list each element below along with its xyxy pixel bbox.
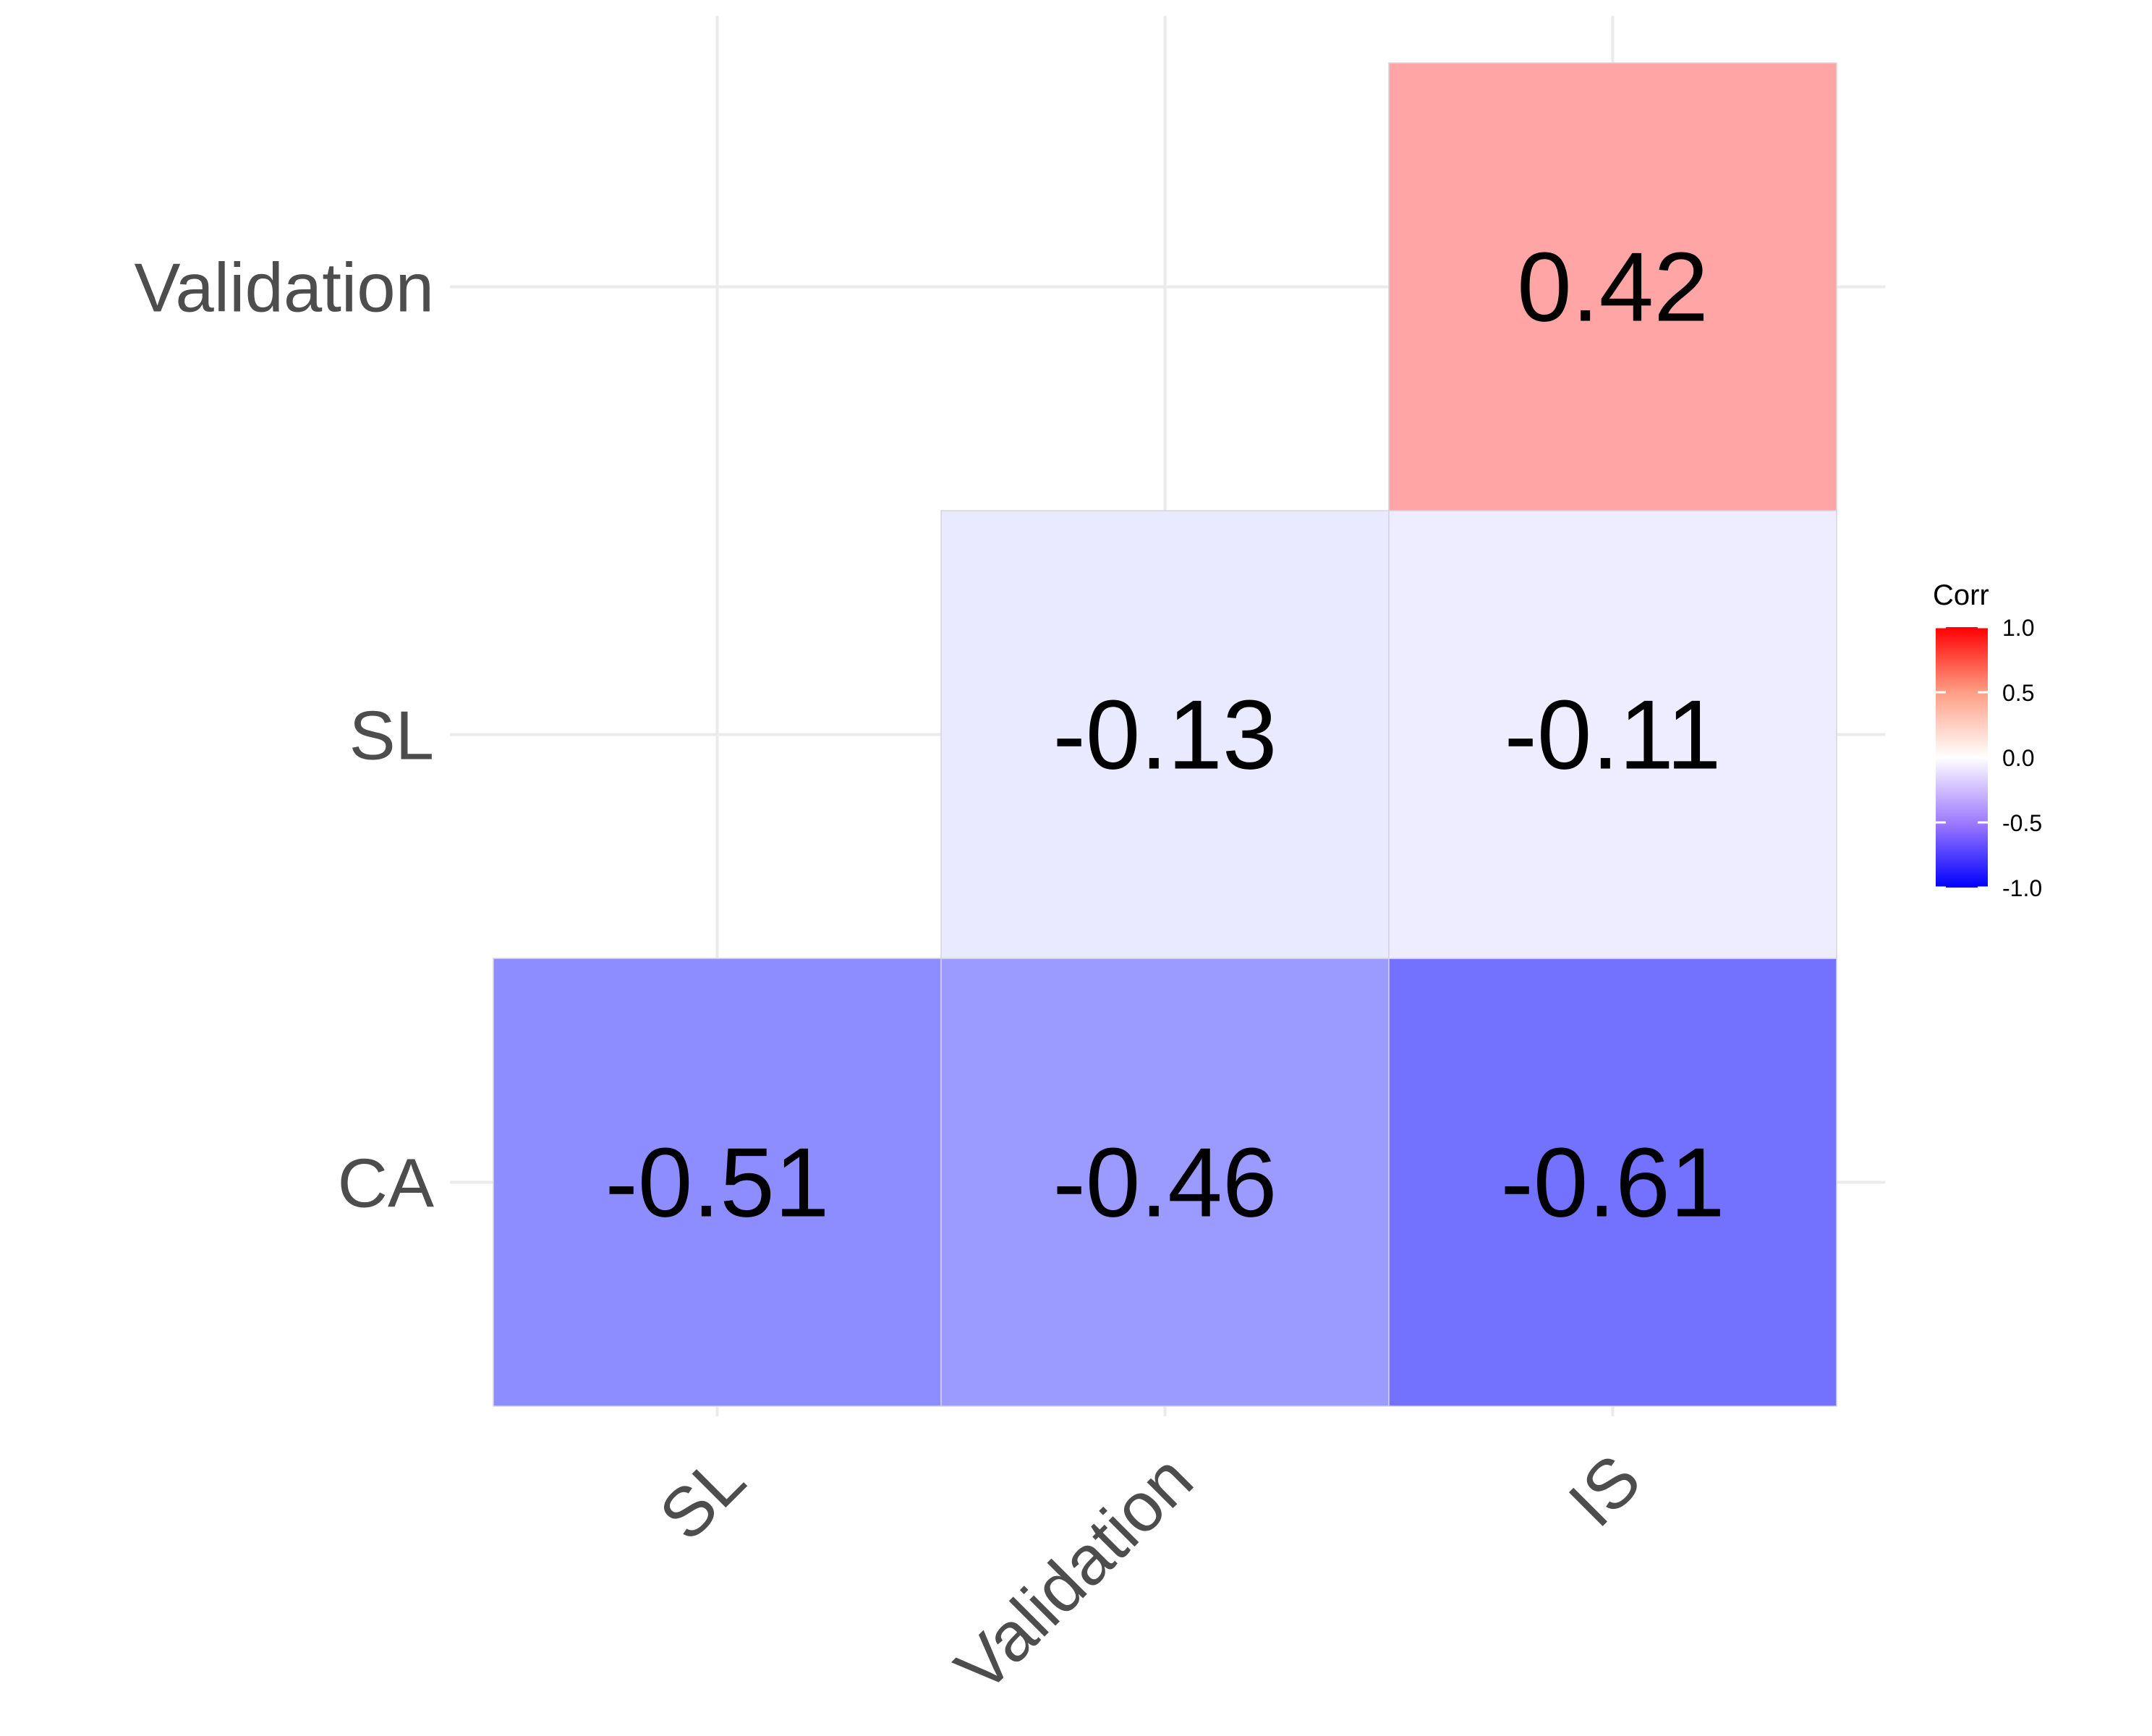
x-tick-label: IS — [1555, 1440, 1656, 1541]
cell-value-label: -0.51 — [605, 1128, 830, 1238]
cell-value-labels: -0.51 -0.46 -0.61 -0.13 -0.11 0.42 — [605, 232, 1725, 1238]
heatmap-cell-validation-sl — [940, 510, 1390, 959]
y-tick-label: SL — [349, 697, 434, 775]
x-tick-label: SL — [645, 1440, 760, 1555]
heatmap-cells — [493, 62, 1837, 1407]
cell-value-label: -0.11 — [1505, 680, 1722, 790]
cell-value-label: -0.46 — [1053, 1128, 1277, 1238]
x-tick-label: Validation — [941, 1440, 1208, 1707]
heatmap-cell-is-sl — [1388, 510, 1837, 959]
heatmap-cell-sl-ca — [493, 958, 942, 1407]
legend-tick-label: 1.0 — [2002, 615, 2034, 641]
legend-tick-label: -1.0 — [2002, 875, 2042, 901]
cell-value-label: 0.42 — [1517, 232, 1709, 342]
heatmap-cell-is-ca — [1388, 958, 1837, 1407]
cell-value-label: -0.13 — [1053, 680, 1277, 790]
legend-tick-label: 0.0 — [2002, 745, 2034, 771]
legend-tick-label: 0.5 — [2002, 680, 2034, 706]
heatmap-cell-is-validation — [1388, 62, 1837, 511]
heatmap-cell-validation-ca — [940, 958, 1390, 1407]
color-legend: Corr 1.0 0.5 0.0 -0.5 -1.0 — [1933, 579, 2042, 901]
legend-tick-label: -0.5 — [2002, 810, 2042, 836]
cell-value-label: -0.61 — [1501, 1128, 1725, 1238]
y-tick-label: CA — [338, 1145, 434, 1222]
y-tick-label: Validation — [134, 250, 434, 327]
legend-title: Corr — [1933, 579, 1989, 611]
